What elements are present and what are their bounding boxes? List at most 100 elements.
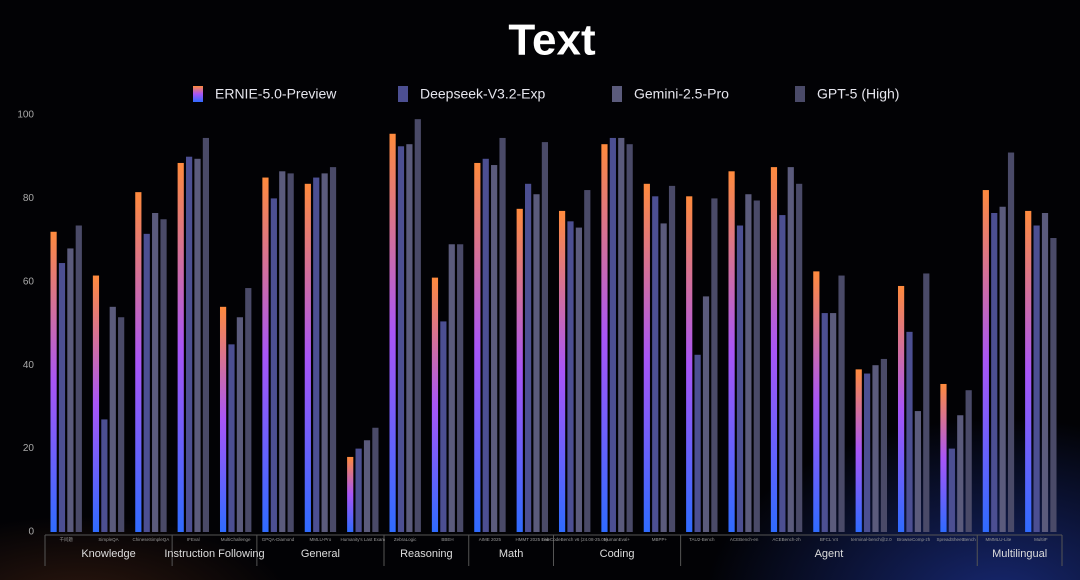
x-tick-label: MMLU-Pro — [310, 537, 332, 542]
bar — [982, 190, 989, 532]
bar — [880, 358, 888, 532]
bar — [304, 183, 311, 532]
legend-swatch — [193, 86, 203, 102]
y-tick-label: 0 — [28, 527, 34, 538]
bar — [702, 296, 710, 532]
bar — [109, 306, 116, 532]
x-tick-label: BBEH — [441, 537, 453, 542]
bar — [567, 221, 574, 532]
bar — [821, 313, 828, 532]
group-label: General — [301, 548, 340, 560]
bar — [668, 185, 676, 532]
bar — [363, 440, 371, 532]
bar — [864, 373, 871, 532]
x-tick-label: HMMT 2025 Feb — [515, 537, 549, 542]
bar — [143, 233, 150, 532]
x-tick-label: AIME 2025 — [479, 537, 502, 542]
bar — [999, 206, 1006, 533]
bar — [202, 137, 210, 532]
legend-label: GPT-5 (High) — [817, 86, 899, 102]
bar — [431, 277, 439, 532]
bar — [287, 173, 294, 532]
bar — [313, 177, 320, 533]
bar — [787, 167, 794, 532]
bar — [1025, 210, 1032, 532]
x-tick-label: MultiChallenge — [221, 537, 251, 542]
x-tick-label: MultiIF — [1034, 537, 1048, 542]
legend-swatch — [795, 86, 805, 102]
bar — [355, 448, 362, 532]
y-tick-label: 60 — [23, 276, 35, 287]
bar — [75, 225, 82, 532]
group-label: Instruction Following — [164, 548, 264, 560]
x-tick-label: MMMLU-Lite — [986, 537, 1012, 542]
bar — [830, 313, 837, 532]
bar — [525, 183, 532, 532]
bar — [643, 183, 650, 532]
bar — [414, 119, 421, 533]
bar — [745, 194, 752, 533]
x-tick-label: GPQA-Diamond — [262, 537, 295, 542]
bar — [499, 137, 506, 532]
bar — [736, 225, 744, 532]
bar — [914, 411, 921, 532]
bar — [219, 306, 227, 532]
bar — [270, 198, 277, 532]
bar — [601, 144, 608, 532]
bar — [872, 365, 879, 532]
bar — [753, 200, 760, 533]
bar — [516, 208, 523, 532]
chart-title: Text — [508, 16, 596, 65]
bar — [618, 137, 625, 532]
bar — [186, 156, 193, 532]
x-tick-label: ChineseSimpleQA — [133, 537, 170, 542]
bar — [406, 144, 413, 532]
bar — [897, 285, 905, 532]
bar — [965, 390, 972, 532]
legend-swatch — [398, 86, 408, 102]
bar — [923, 273, 930, 532]
bar — [262, 177, 269, 533]
bar — [118, 317, 125, 532]
bar — [397, 146, 405, 532]
x-tick-label: TAU2-Bench — [689, 537, 715, 542]
legend-label: Deepseek-V3.2-Exp — [420, 86, 546, 102]
group-label: Reasoning — [400, 548, 453, 560]
x-tick-label: BrowseComp-zh — [897, 537, 931, 542]
bar — [796, 183, 803, 532]
group-label: Agent — [815, 548, 844, 560]
bar — [1041, 212, 1049, 532]
bar — [660, 223, 667, 533]
group-label: Multilingual — [992, 548, 1047, 560]
bar — [236, 317, 243, 532]
bar — [728, 171, 735, 533]
bar — [533, 194, 540, 533]
bar — [855, 369, 862, 532]
bar — [1033, 225, 1040, 532]
bar — [711, 198, 718, 532]
bar — [228, 344, 235, 532]
bar — [1007, 152, 1015, 532]
bar — [372, 427, 379, 532]
bar — [152, 212, 159, 532]
x-tick-label: BFCL V4 — [820, 537, 839, 542]
x-tick-label: HumanEval+ — [604, 537, 630, 542]
bar — [135, 192, 142, 532]
bar — [1050, 238, 1057, 532]
x-tick-label: terminal-bench@2.0 — [851, 537, 892, 542]
group-label: Coding — [600, 548, 635, 560]
bar — [491, 165, 498, 533]
legend-label: Gemini-2.5-Pro — [634, 86, 729, 102]
y-tick-label: 40 — [23, 360, 35, 371]
x-tick-label: SpreadSheetBench — [937, 537, 977, 542]
x-tick-label: Humanity's Last Exam — [341, 537, 386, 542]
bar — [92, 275, 100, 532]
bar — [194, 158, 201, 532]
y-tick-label: 80 — [23, 193, 35, 204]
bar — [991, 212, 998, 532]
bar — [779, 215, 786, 532]
bar — [347, 456, 354, 532]
bar — [838, 275, 845, 532]
